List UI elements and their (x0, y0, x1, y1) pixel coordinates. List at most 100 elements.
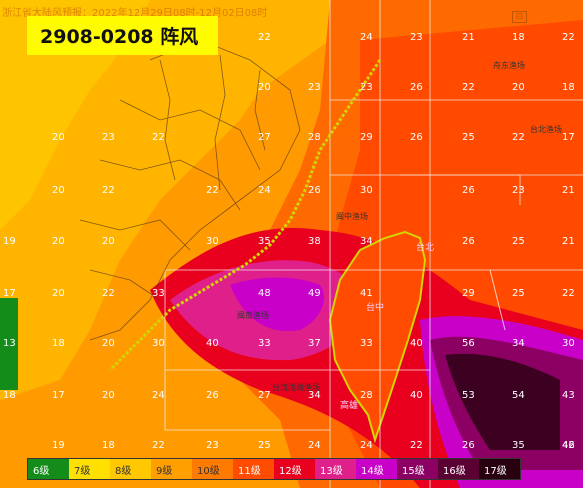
legend-item: 17级 (479, 459, 520, 479)
legend-label: 15级 (402, 465, 425, 477)
legend-item: 12级 (274, 459, 315, 479)
wind-value: 17 (52, 390, 65, 401)
label-minnan-fishery: 闽南渔场 (237, 311, 269, 320)
wind-value: 30 (360, 185, 373, 196)
wind-value: 20 (52, 132, 65, 143)
wind-value: 23 (360, 82, 373, 93)
wind-value: 25 (512, 288, 525, 299)
wind-value: 24 (360, 32, 373, 43)
wind-value: 30 (206, 236, 219, 247)
label-gaoxiong: 高雄 (340, 401, 359, 411)
wind-value: 22 (562, 32, 575, 43)
legend-label: 13级 (320, 465, 343, 477)
wind-value: 22 (410, 440, 423, 451)
wind-value: 48 (258, 288, 271, 299)
header-ghost-text: 浙江省大陆风预报：2022年12月29日08时-12月02日08时 (2, 8, 268, 19)
legend-label: 8级 (115, 465, 132, 477)
legend-item: 10级 (192, 459, 233, 479)
page-title: 2908-0208 阵风 (40, 26, 199, 48)
wind-value: 25 (258, 440, 271, 451)
wind-value: 22 (258, 32, 271, 43)
wind-value: 20 (102, 338, 115, 349)
wind-value: 18 (562, 82, 575, 93)
wind-value: 20 (52, 236, 65, 247)
wind-value: 35 (512, 440, 525, 451)
legend-item: 13级 (315, 459, 356, 479)
legend-item: 6级 (28, 459, 69, 479)
wind-value: 25 (512, 236, 525, 247)
wind-value: 26 (462, 440, 475, 451)
legend-label: 11级 (238, 465, 261, 477)
wind-value: 26 (462, 236, 475, 247)
wind-value: 33 (152, 288, 165, 299)
wind-value: 21 (462, 32, 475, 43)
wind-value: 43 (562, 390, 575, 401)
wind-value: 49 (308, 288, 321, 299)
wind-value: 26 (308, 185, 321, 196)
fullscreen-icon[interactable]: ⊟ (512, 11, 527, 23)
wind-value: 17 (3, 288, 16, 299)
wind-value: 20 (52, 288, 65, 299)
coastline (108, 59, 382, 372)
wind-value: 19 (52, 440, 65, 451)
wind-value: 25 (462, 132, 475, 143)
wind-value: 20 (52, 185, 65, 196)
wind-value: 22 (562, 288, 575, 299)
grid-lines (164, 0, 583, 488)
wind-value: 22 (206, 185, 219, 196)
legend-label: 6级 (33, 465, 50, 477)
wind-value: 30 (152, 338, 165, 349)
wind-value: 18 (512, 32, 525, 43)
wind-value: 22 (152, 440, 165, 451)
legend-label: 17级 (484, 465, 507, 477)
legend-label: 14级 (361, 465, 384, 477)
legend-item: 7级 (69, 459, 110, 479)
label-zhoushan-east: 舟东渔场 (493, 61, 525, 70)
wind-value: 24 (258, 185, 271, 196)
wind-value: 30 (562, 338, 575, 349)
wind-value: 56 (462, 338, 475, 349)
wind-value: 40 (410, 390, 423, 401)
legend-item: 15级 (397, 459, 438, 479)
wind-value: 35 (258, 236, 271, 247)
legend-item: 8级 (110, 459, 151, 479)
wind-value: 21 (562, 185, 575, 196)
wind-value: 22 (102, 288, 115, 299)
legend-item: 16级 (438, 459, 479, 479)
wind-scale-legend: 6级 7级 8级 9级 10级 11级 12级 13级 14级 15级 16级 17级 (27, 458, 521, 480)
wind-value: 18 (3, 390, 16, 401)
label-taiwan-shoal-fishery: 台湾浅滩渔场 (272, 383, 320, 392)
label-taibei: 台北 (416, 243, 435, 253)
wind-value: 22 (462, 82, 475, 93)
wind-value: 20 (512, 82, 525, 93)
wind-value: 24 (308, 440, 321, 451)
wind-value: 21 (562, 236, 575, 247)
strait-purple-zone (230, 277, 324, 332)
wind-value: 26 (410, 132, 423, 143)
wind-value: 40 (206, 338, 219, 349)
wind-value: 34 (512, 338, 525, 349)
wind-value: 38 (308, 236, 321, 247)
wind-value: 20 (102, 390, 115, 401)
wind-value: 22 (102, 185, 115, 196)
wind-value: 24 (152, 390, 165, 401)
wind-value: 28 (308, 132, 321, 143)
wind-value: 27 (258, 132, 271, 143)
wind-value: 13 (3, 338, 16, 349)
wind-value: 23 (308, 82, 321, 93)
wind-value: 20 (102, 236, 115, 247)
wind-value: 18 (102, 440, 115, 451)
wind-value: 34 (308, 390, 321, 401)
wind-value: 53 (462, 390, 475, 401)
legend-label: 9级 (156, 465, 173, 477)
legend-item: 9级 (151, 459, 192, 479)
wind-value: 19 (3, 236, 16, 247)
legend-item: 14级 (356, 459, 397, 479)
wind-value: 26 (462, 185, 475, 196)
county-boundaries (79, 39, 301, 341)
title-banner: 2908-0208 阵风 (27, 16, 218, 55)
wind-value: 23 (512, 185, 525, 196)
wind-value: 18 (52, 338, 65, 349)
wind-value: 27 (258, 390, 271, 401)
